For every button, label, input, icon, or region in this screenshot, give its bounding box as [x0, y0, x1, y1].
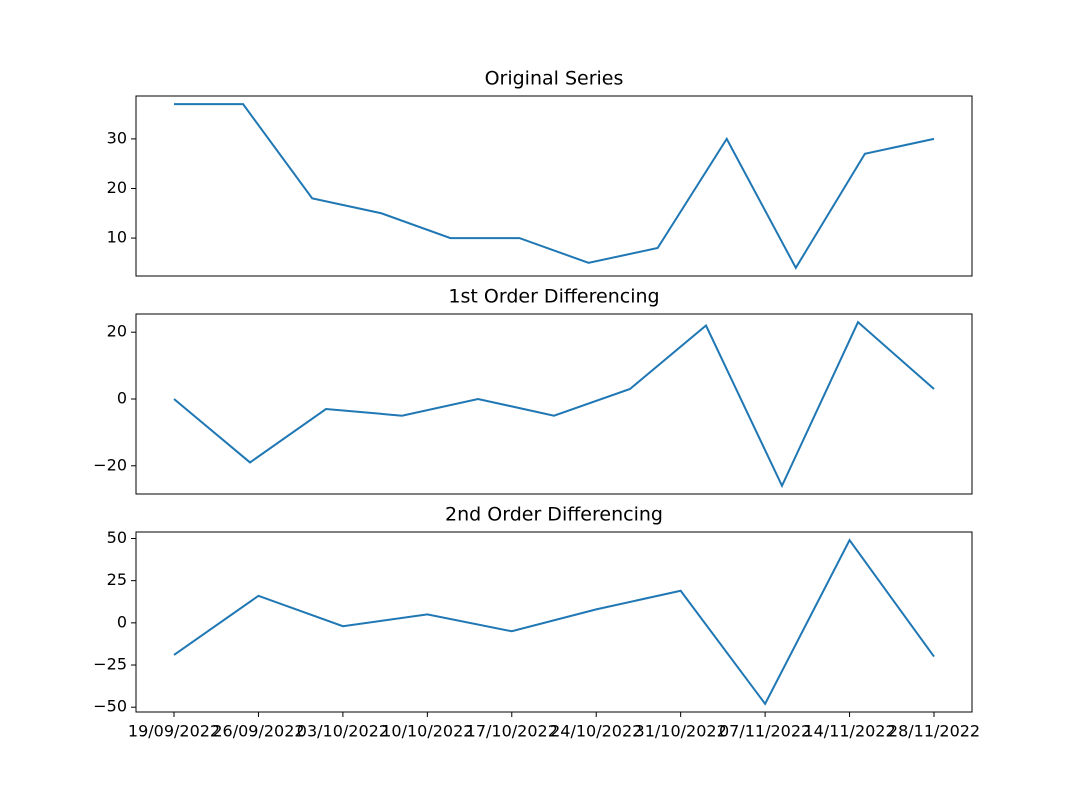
axes-frame: [135, 95, 973, 277]
x-tick-label: 03/10/2022: [297, 722, 389, 741]
x-tick-label: 26/09/2022: [212, 722, 304, 741]
y-tick-label: 20: [107, 322, 127, 341]
y-tick-label: 30: [107, 128, 127, 147]
x-tick-label: 10/10/2022: [381, 722, 473, 741]
axes-frame: [135, 313, 973, 495]
y-tick-label: 0: [117, 388, 127, 407]
x-tick-label: 17/10/2022: [466, 722, 558, 741]
y-tick-label: −50: [93, 697, 127, 716]
x-tick-label: 19/09/2022: [128, 722, 220, 741]
y-tick-label: −20: [93, 455, 127, 474]
subplot-title: 2nd Order Differencing: [445, 504, 663, 526]
y-tick-label: 10: [107, 228, 127, 247]
x-tick-label: 07/11/2022: [719, 722, 811, 741]
x-tick-label: 28/11/2022: [888, 722, 980, 741]
x-tick-label: 14/11/2022: [803, 722, 895, 741]
y-tick-label: −25: [93, 655, 127, 674]
y-tick-label: 50: [107, 528, 127, 547]
x-tick-label: 24/10/2022: [550, 722, 642, 741]
line: [173, 538, 935, 706]
subplot-title: 1st Order Differencing: [448, 286, 659, 308]
line: [173, 320, 935, 489]
y-tick-label: 0: [117, 612, 127, 631]
axes-frame: [135, 531, 973, 713]
y-tick-label: 20: [107, 178, 127, 197]
line: [174, 103, 935, 270]
y-tick-label: 25: [107, 570, 127, 589]
subplot-title: Original Series: [485, 68, 624, 90]
x-tick-label: 31/10/2022: [635, 722, 727, 741]
